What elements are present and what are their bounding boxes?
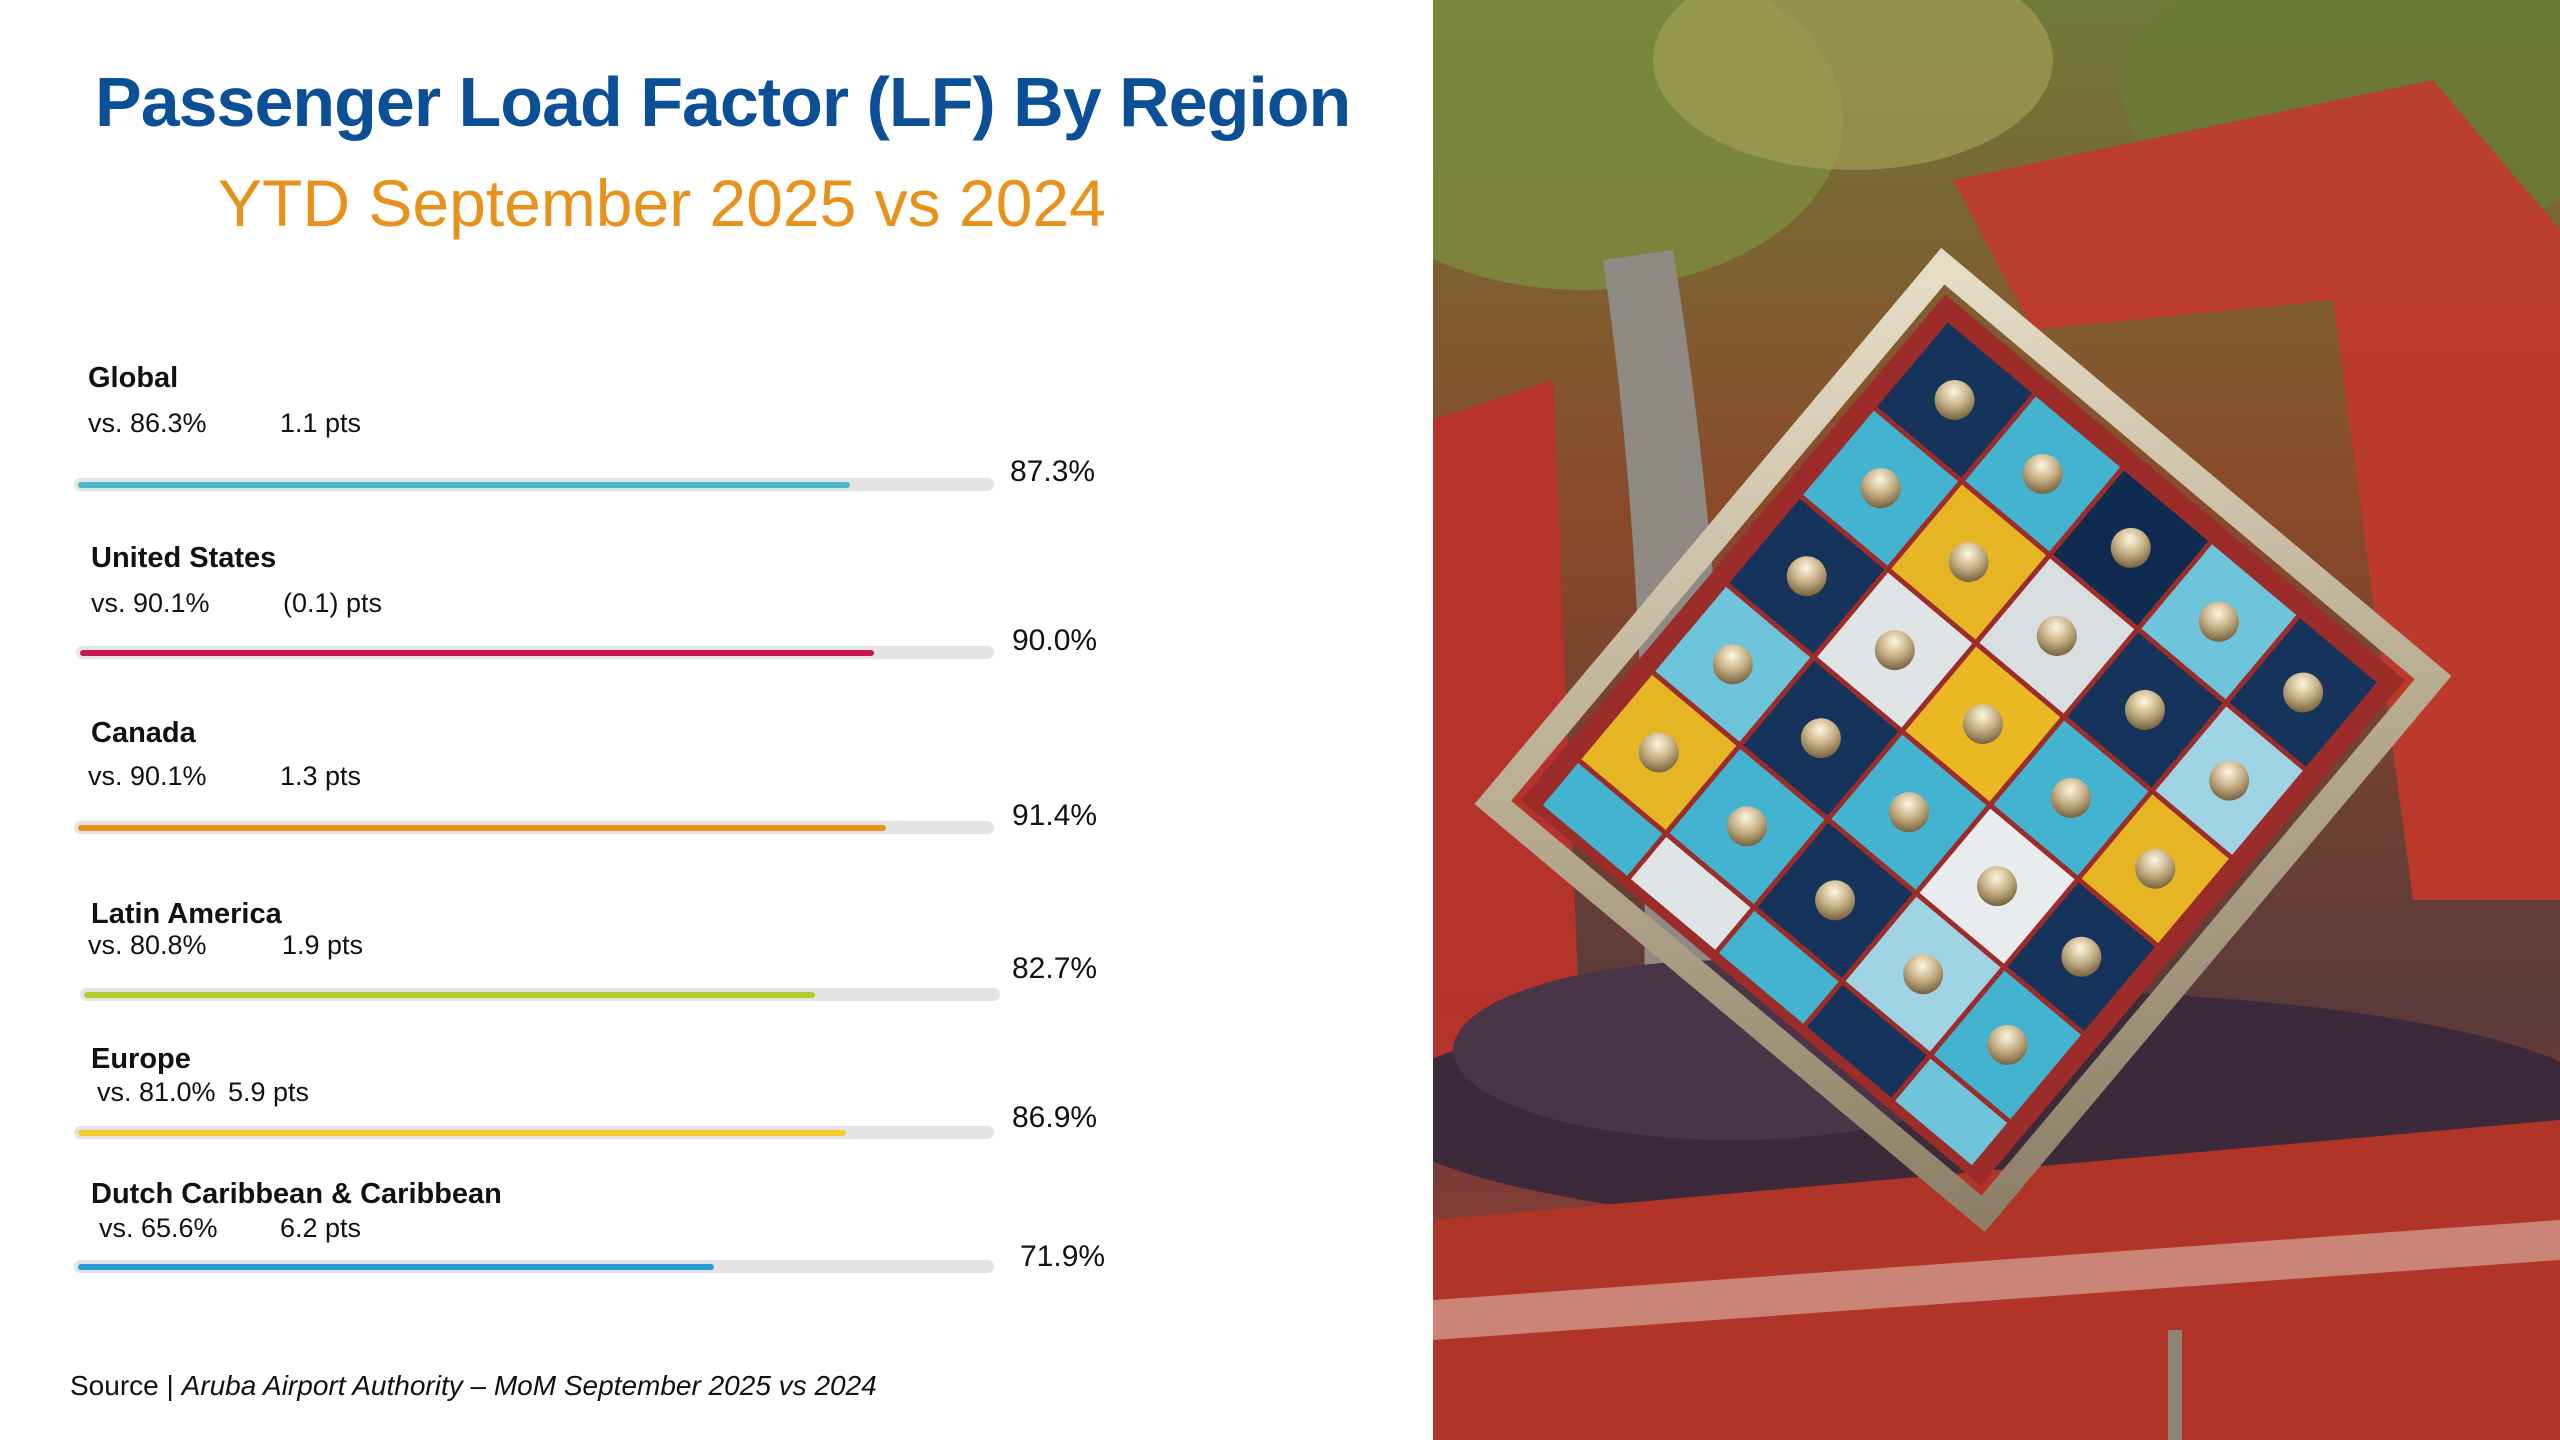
region-name: Europe: [91, 1043, 191, 1075]
bar-track: [74, 821, 994, 834]
source-note: Source | Aruba Airport Authority – MoM S…: [70, 1370, 877, 1402]
previous-value-label: vs. 86.3%: [88, 408, 207, 438]
change-label: 5.9 pts: [228, 1077, 310, 1107]
bar-fill: [84, 992, 815, 998]
value-label: 91.4%: [1012, 799, 1098, 832]
region-name: United States: [91, 542, 277, 574]
mosaic-sculpture-image: [1433, 0, 2560, 1440]
bar-fill: [78, 1130, 846, 1136]
source-label: Source |: [70, 1370, 182, 1401]
region-row: Latin America vs. 80.8% 1.9 pts 82.7%: [0, 888, 1200, 1058]
previous-value-label: vs. 81.0%: [97, 1077, 216, 1107]
region-name: Latin America: [91, 898, 282, 930]
change-label: 1.9 pts: [282, 930, 364, 960]
page-subtitle: YTD September 2025 vs 2024: [218, 166, 1106, 240]
bar-track: [74, 1260, 994, 1273]
source-text: Aruba Airport Authority – MoM September …: [181, 1370, 877, 1401]
bar-track: [76, 646, 994, 659]
region-row: Dutch Caribbean & Caribbean vs. 65.6% 6.2 …: [0, 1168, 1200, 1338]
change-label: (0.1) pts: [283, 588, 383, 618]
value-label: 86.9%: [1012, 1101, 1098, 1134]
region-name: Global: [88, 362, 179, 394]
previous-value-label: vs. 90.1%: [88, 761, 207, 791]
previous-value-label: vs. 80.8%: [88, 930, 207, 960]
bar-track: [74, 1126, 994, 1139]
value-label: 87.3%: [1010, 455, 1096, 488]
chart-panel: Passenger Load Factor (LF) By Region YTD…: [0, 63, 1352, 1402]
change-label: 1.1 pts: [280, 408, 362, 438]
region-row: Canada vs. 90.1% 1.3 pts 91.4%: [0, 707, 1200, 877]
value-label: 90.0%: [1012, 624, 1098, 657]
region-row: United States vs. 90.1% (0.1) pts 90.0%: [0, 532, 1200, 702]
page-title: Passenger Load Factor (LF) By Region: [95, 63, 1351, 141]
decorative-photo: [1433, 0, 2560, 1440]
bar-fill: [78, 1264, 714, 1270]
bar-track: [80, 988, 1000, 1001]
bar-track: [74, 478, 994, 491]
previous-value-label: vs. 65.6%: [99, 1213, 218, 1243]
bar-fill: [78, 825, 886, 831]
previous-value-label: vs. 90.1%: [91, 588, 210, 618]
region-row: Europe vs. 81.0% 5.9 pts 86.9%: [0, 1033, 1200, 1203]
bar-fill: [78, 482, 850, 488]
bar-fill: [80, 650, 874, 656]
region-row: Global vs. 86.3% 1.1 pts 87.3%: [0, 352, 1200, 522]
region-name: Canada: [91, 717, 196, 749]
value-label: 82.7%: [1012, 952, 1098, 985]
change-label: 1.3 pts: [280, 761, 362, 791]
change-label: 6.2 pts: [280, 1213, 362, 1243]
value-label: 71.9%: [1020, 1240, 1106, 1273]
region-name: Dutch Caribbean & Caribbean: [91, 1178, 502, 1210]
